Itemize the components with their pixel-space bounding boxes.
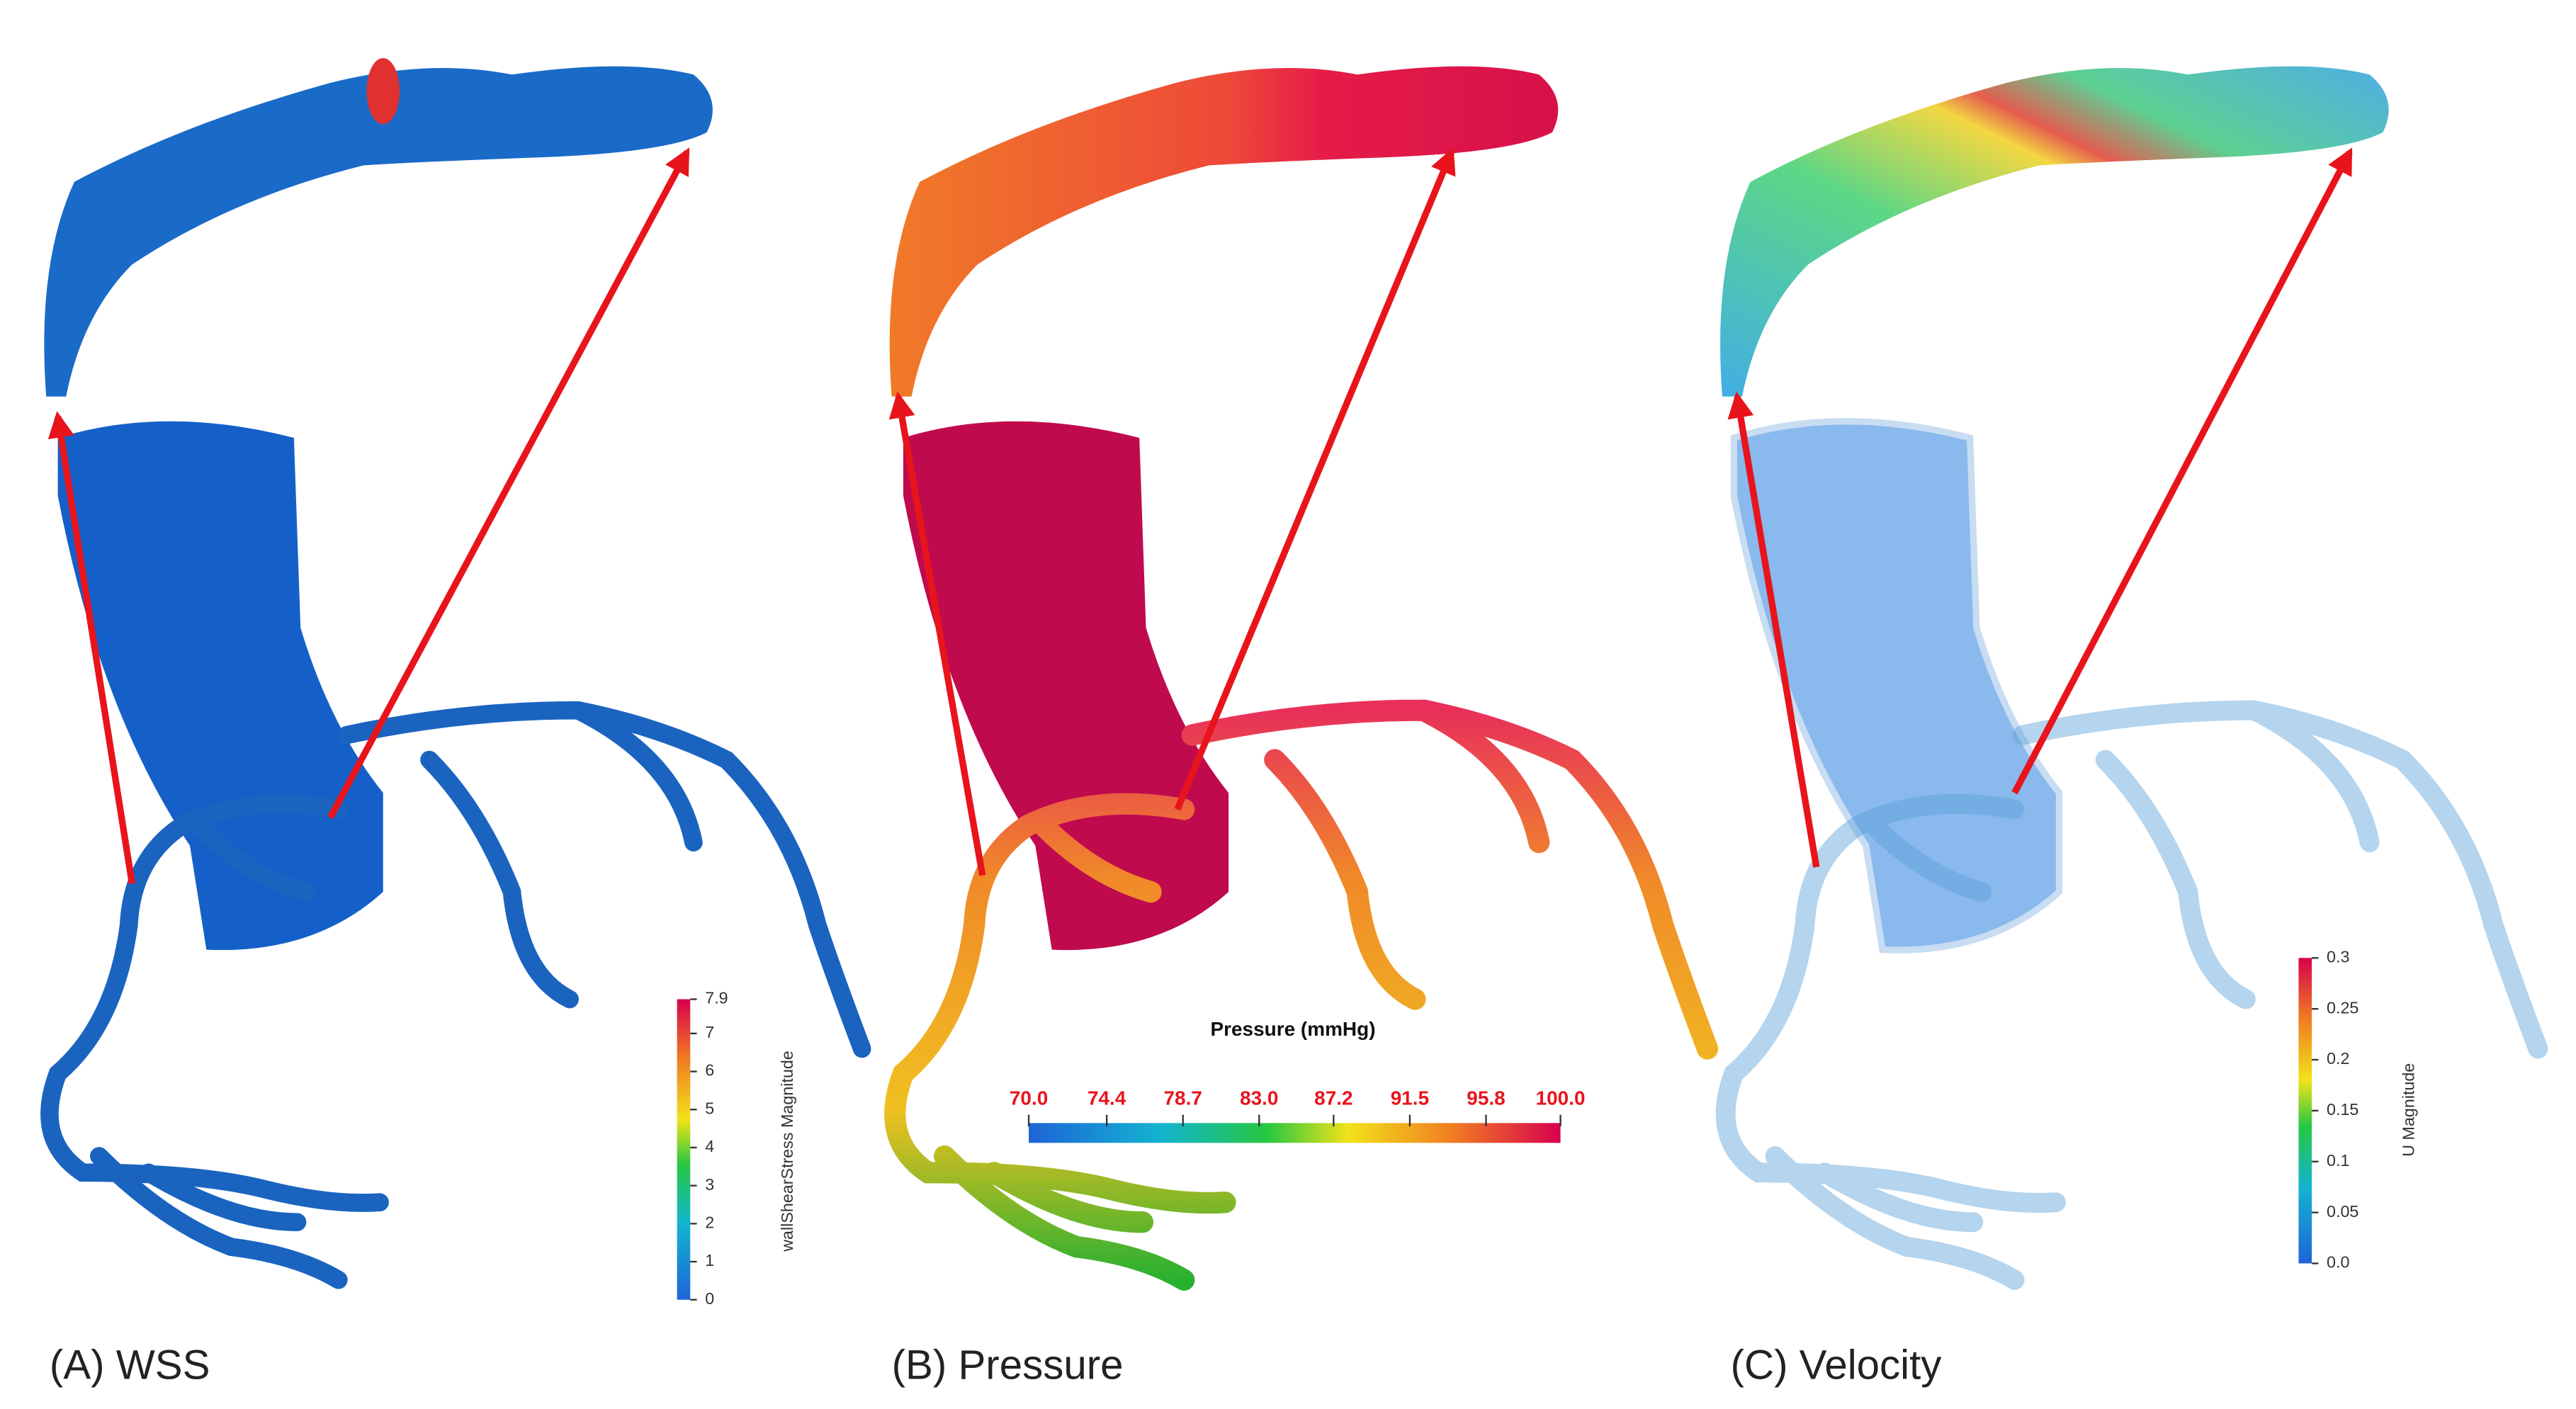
tick-label: 0.25	[2327, 998, 2358, 1017]
tick-label: 95.8	[1467, 1087, 1505, 1109]
panel-label: (A) WSS	[50, 1342, 210, 1388]
tick-label: 0.05	[2327, 1202, 2358, 1221]
arrow	[327, 147, 690, 820]
tick-label: 7	[705, 1023, 714, 1041]
tick-label: 0.2	[2327, 1049, 2349, 1068]
colorbar	[1029, 1123, 1561, 1143]
tick-label: 0.15	[2327, 1100, 2358, 1119]
colorbar-title: U Magnitude	[2400, 1063, 2418, 1157]
arrow	[2011, 147, 2353, 795]
tick-label: 87.2	[1314, 1087, 1352, 1109]
colorbars: wallShearStress Magnitude 0 1 2 3 4 5 6 7 7.9 Pres…	[677, 947, 2418, 1308]
tick-label: 0.1	[2327, 1151, 2349, 1170]
tick-label: 4	[705, 1137, 714, 1155]
tick-label: 0	[705, 1289, 714, 1308]
tick-label: 5	[705, 1099, 714, 1117]
colorbar-title: Pressure (mmHg)	[1210, 1018, 1375, 1040]
tick-label: 0.3	[2327, 947, 2349, 966]
tick-label: 3	[705, 1175, 714, 1194]
arrow	[47, 411, 136, 885]
tick-label: 100.0	[1536, 1087, 1586, 1109]
tick-label: 1	[705, 1251, 714, 1269]
tick-label: 7.9	[705, 989, 728, 1007]
colorbar-title: wallShearStress Magnitude	[778, 1051, 796, 1252]
panel-a-render	[44, 58, 862, 1280]
hotspot	[366, 58, 400, 125]
tick-label: 70.0	[1010, 1087, 1048, 1109]
colorbar	[677, 999, 691, 1300]
arrow	[1174, 147, 1456, 811]
panel-label: (C) Velocity	[1731, 1342, 1943, 1388]
tick-label: 0.0	[2327, 1253, 2349, 1272]
tick-label: 83.0	[1240, 1087, 1278, 1109]
arrow	[888, 391, 986, 876]
tick-label: 6	[705, 1061, 714, 1080]
panel-c-render	[1720, 66, 2538, 1280]
colorbar	[2298, 958, 2312, 1264]
tick-label: 2	[705, 1213, 714, 1232]
tick-label: 91.5	[1391, 1087, 1429, 1109]
panel-label: (B) Pressure	[892, 1342, 1124, 1388]
tick-label: 74.4	[1088, 1087, 1126, 1109]
tick-label: 78.7	[1164, 1087, 1202, 1109]
arrow	[1727, 391, 1820, 868]
panel-b-render	[888, 66, 1707, 1280]
